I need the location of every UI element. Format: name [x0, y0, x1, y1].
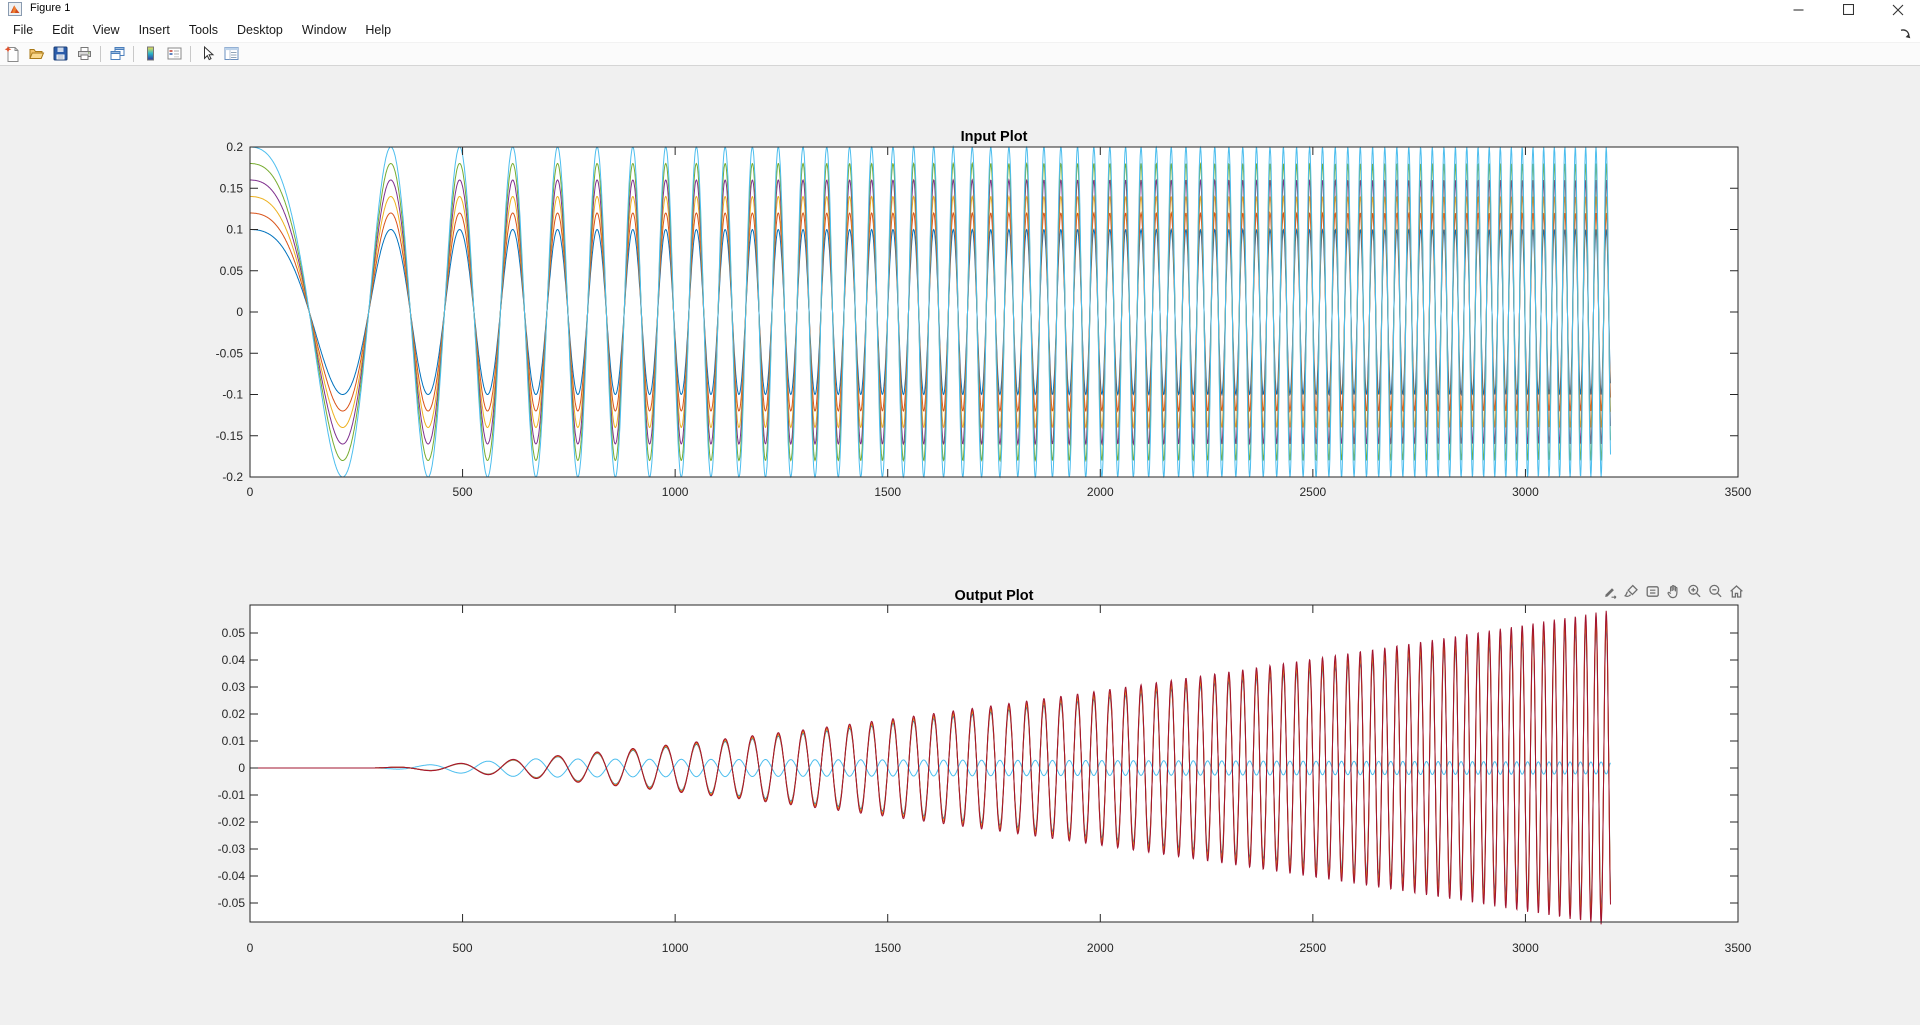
x-tick-label: 2000	[1087, 941, 1114, 955]
open-file-icon[interactable]	[25, 43, 47, 65]
y-tick-label: -0.01	[218, 788, 246, 802]
menu-item-help[interactable]: Help	[365, 23, 392, 37]
zoom-out-icon[interactable]	[1707, 583, 1724, 601]
x-tick-label: 1500	[874, 941, 901, 955]
y-tick-label: 0.04	[222, 653, 246, 667]
y-tick-label: -0.04	[218, 869, 246, 883]
x-tick-label: 500	[453, 941, 473, 955]
x-tick-label: 1000	[662, 485, 689, 499]
save-figure-icon[interactable]	[49, 43, 71, 65]
output-plot-axes: 0 500 1000 1500 2000 2500 3000 3500 -0.05 -0.04 -0…	[218, 588, 1752, 955]
edit-plot-icon[interactable]	[196, 43, 218, 65]
toolbar-separator	[100, 46, 101, 62]
input-plot-series-5	[250, 145, 1611, 479]
y-tick-label: -0.2	[222, 470, 243, 484]
insert-legend-icon[interactable]	[163, 43, 185, 65]
output-plot-series-4	[250, 610, 1611, 925]
minimize-button[interactable]	[1776, 0, 1821, 18]
window-controls	[1776, 0, 1920, 18]
menu-item-edit[interactable]: Edit	[52, 23, 74, 37]
brush-icon[interactable]	[1623, 583, 1640, 601]
x-tick-label: 1000	[662, 941, 689, 955]
x-tick-label: 0	[247, 485, 254, 499]
menu-item-view[interactable]: View	[92, 23, 120, 37]
output-plot-plot-area[interactable]	[250, 605, 1738, 922]
figure-toolbar	[0, 43, 1920, 66]
menu-item-window[interactable]: Window	[301, 23, 347, 37]
y-tick-label: -0.03	[218, 842, 246, 856]
title-bar: Figure 1	[0, 0, 1920, 18]
output-plot-title: Output Plot	[955, 588, 1034, 604]
y-tick-label: 0.02	[222, 707, 246, 721]
print-figure-icon[interactable]	[73, 43, 95, 65]
menu-item-file[interactable]: File	[13, 23, 34, 37]
input-plot-title: Input Plot	[961, 129, 1028, 145]
input-plot-axes: 0 500 1000 1500 2000 2500 3000 3500 -0.2 -0.15 -0.…	[216, 129, 1752, 499]
y-tick-label: 0	[236, 305, 243, 319]
y-tick-label: -0.02	[218, 815, 246, 829]
toolbar-separator	[133, 46, 134, 62]
x-tick-label: 2500	[1300, 941, 1327, 955]
y-tick-label: -0.15	[216, 429, 244, 443]
input-plot-plot-area[interactable]	[250, 147, 1738, 477]
x-tick-label: 0	[247, 941, 254, 955]
x-tick-label: 500	[453, 485, 473, 499]
property-inspector-icon[interactable]	[220, 43, 242, 65]
maximize-button[interactable]	[1826, 0, 1871, 18]
zoom-in-icon[interactable]	[1686, 583, 1703, 601]
close-button[interactable]	[1875, 0, 1920, 18]
output-plot-box	[249, 604, 1739, 923]
menu-bar: File Edit View Insert Tools Desktop Window Help	[0, 18, 1920, 43]
menu-item-tools[interactable]: Tools	[188, 23, 219, 37]
y-tick-label: 0.2	[226, 140, 243, 154]
x-tick-label: 3000	[1512, 485, 1539, 499]
menu-item-insert[interactable]: Insert	[138, 23, 170, 37]
y-tick-label: 0.03	[222, 680, 246, 694]
window-title: Figure 1	[30, 2, 71, 14]
y-tick-label: 0.15	[220, 181, 244, 195]
x-tick-label: 3000	[1512, 941, 1539, 955]
link-plot-icon[interactable]	[106, 43, 128, 65]
dock-figure-icon[interactable]	[1898, 27, 1912, 41]
y-tick-label: 0.01	[222, 734, 246, 748]
axes-toolbar	[1600, 583, 1747, 603]
y-tick-label: 0.05	[220, 264, 244, 278]
export-icon[interactable]	[1602, 583, 1619, 601]
restore-view-icon[interactable]	[1728, 583, 1745, 601]
x-tick-label: 3500	[1725, 941, 1752, 955]
insert-colorbar-icon[interactable]	[139, 43, 161, 65]
y-tick-label: -0.05	[218, 896, 246, 910]
x-tick-label: 2500	[1300, 485, 1327, 499]
pan-icon[interactable]	[1665, 583, 1682, 601]
new-figure-icon[interactable]	[1, 43, 23, 65]
menu-item-desktop[interactable]: Desktop	[237, 23, 283, 37]
toolbar-separator	[190, 46, 191, 62]
y-tick-label: 0	[238, 761, 245, 775]
output-plot-series-0	[250, 758, 1611, 778]
x-tick-label: 1500	[874, 485, 901, 499]
y-tick-label: -0.05	[216, 346, 244, 360]
y-tick-label: -0.1	[222, 388, 243, 402]
datatips-icon[interactable]	[1644, 583, 1661, 601]
x-tick-label: 3500	[1725, 485, 1752, 499]
x-tick-label: 2000	[1087, 485, 1114, 499]
y-tick-label: 0.05	[222, 626, 246, 640]
matlab-figure-icon	[8, 2, 22, 16]
y-tick-label: 0.1	[226, 223, 243, 237]
